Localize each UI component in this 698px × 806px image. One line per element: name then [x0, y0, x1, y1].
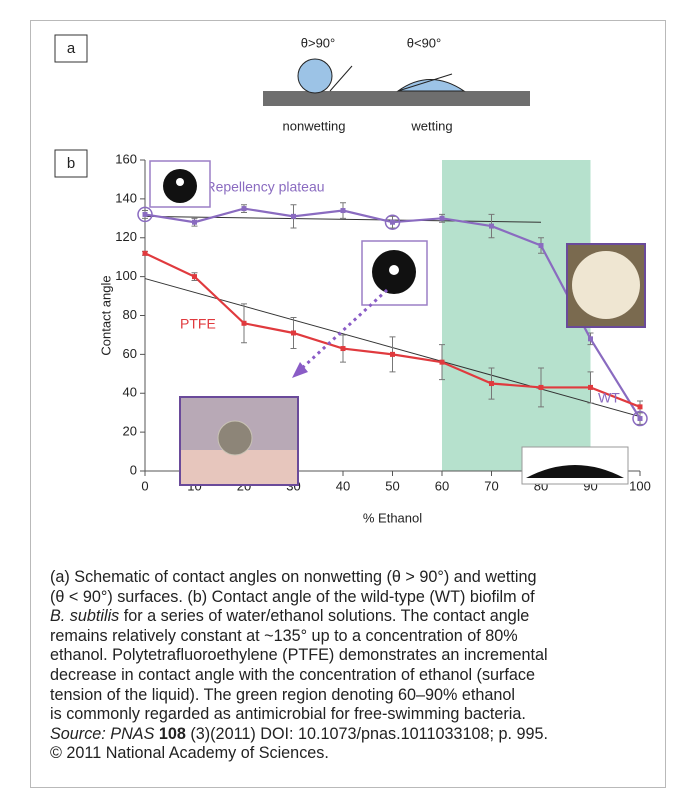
point: [390, 220, 395, 225]
point: [588, 385, 593, 390]
y-tick-label: 0: [130, 462, 137, 477]
x-tick-label: 50: [385, 478, 399, 493]
figure: a b θ>90° θ<90° nonwetting wetting 0 20 40…: [0, 0, 698, 560]
caption-text: decrease in contact angle with the conce…: [50, 666, 535, 684]
arrow-head: [292, 362, 308, 378]
caption-text: (θ < 90°) surfaces. (b) Contact angle of…: [50, 588, 535, 606]
caption-text: (3)(2011) DOI: 10.1073/pnas.1011033108; …: [186, 725, 548, 743]
y-axis-title: Contact angle: [98, 275, 113, 355]
angle-label: θ>90°: [301, 35, 335, 50]
panel-label: a: [67, 40, 76, 57]
tangent: [330, 66, 352, 91]
drop-photo: [218, 421, 252, 455]
biofilm-photo: [572, 251, 640, 319]
point: [638, 416, 643, 421]
highlight: [389, 265, 399, 275]
y-tick-label: 80: [123, 307, 137, 322]
caption-line: tension of the liquid). The green region…: [50, 686, 650, 706]
point: [192, 274, 197, 279]
x-tick-label: 40: [336, 478, 350, 493]
caption-text: B. subtilis: [50, 607, 119, 625]
highlight: [176, 178, 184, 186]
x-tick-label: 70: [484, 478, 498, 493]
point: [489, 224, 494, 229]
angle-label: θ<90°: [407, 35, 441, 50]
x-tick-label: 60: [435, 478, 449, 493]
caption-line: ethanol. Polytetrafluoroethylene (PTFE) …: [50, 646, 650, 666]
caption-text: remains relatively constant at ~135° up …: [50, 627, 518, 645]
point: [489, 381, 494, 386]
caption-text: tension of the liquid). The green region…: [50, 686, 515, 704]
annotation: Repellency plateau: [205, 179, 324, 195]
caption-text: ethanol. Polytetrafluoroethylene (PTFE) …: [50, 646, 548, 664]
drop: [298, 59, 332, 93]
caption-line: © 2011 National Academy of Sciences.: [50, 744, 650, 764]
point: [638, 404, 643, 409]
caption-text: (a) Schematic of contact angles on nonwe…: [50, 568, 537, 586]
y-tick-label: 60: [123, 346, 137, 361]
point: [291, 214, 296, 219]
y-tick-label: 120: [115, 229, 137, 244]
schematic: θ>90° θ<90° nonwetting wetting: [263, 35, 530, 133]
x-axis-title: % Ethanol: [363, 510, 422, 525]
point: [143, 212, 148, 217]
y-tick-label: 160: [115, 151, 137, 166]
caption-line: decrease in contact angle with the conce…: [50, 666, 650, 686]
surface-label: wetting: [410, 118, 452, 133]
x-tick-label: 0: [141, 478, 148, 493]
x-tick-label: 100: [629, 478, 651, 493]
series-label: PTFE: [180, 316, 216, 332]
surface: [263, 91, 530, 106]
caption-text: © 2011 National Academy of Sciences.: [50, 744, 329, 762]
point: [291, 330, 296, 335]
caption-line: (a) Schematic of contact angles on nonwe…: [50, 568, 650, 588]
caption-text: 108: [154, 725, 186, 743]
panel-label: b: [67, 155, 75, 172]
drop: [398, 80, 464, 92]
series-label: WT: [598, 390, 620, 406]
point: [143, 251, 148, 256]
point: [440, 360, 445, 365]
caption-line: is commonly regarded as antimicrobial fo…: [50, 705, 650, 725]
y-tick-label: 40: [123, 385, 137, 400]
point: [440, 216, 445, 221]
point: [192, 220, 197, 225]
caption-text: Source: PNAS: [50, 725, 154, 743]
photo-substrate: [181, 450, 297, 484]
point: [539, 243, 544, 248]
point: [588, 336, 593, 341]
y-tick-label: 20: [123, 424, 137, 439]
point: [242, 321, 247, 326]
point: [341, 208, 346, 213]
y-tick-label: 140: [115, 190, 137, 205]
point: [341, 346, 346, 351]
y-tick-label: 100: [115, 268, 137, 283]
caption: (a) Schematic of contact angles on nonwe…: [50, 568, 650, 764]
point: [242, 206, 247, 211]
caption-line: (θ < 90°) surfaces. (b) Contact angle of…: [50, 588, 650, 608]
point: [390, 352, 395, 357]
caption-line: remains relatively constant at ~135° up …: [50, 627, 650, 647]
caption-line: Source: PNAS 108 (3)(2011) DOI: 10.1073/…: [50, 725, 650, 745]
surface-label: nonwetting: [283, 118, 346, 133]
caption-text: is commonly regarded as antimicrobial fo…: [50, 705, 526, 723]
caption-line: B. subtilis for a series of water/ethano…: [50, 607, 650, 627]
caption-text: for a series of water/ethanol solutions.…: [119, 607, 529, 625]
point: [539, 385, 544, 390]
